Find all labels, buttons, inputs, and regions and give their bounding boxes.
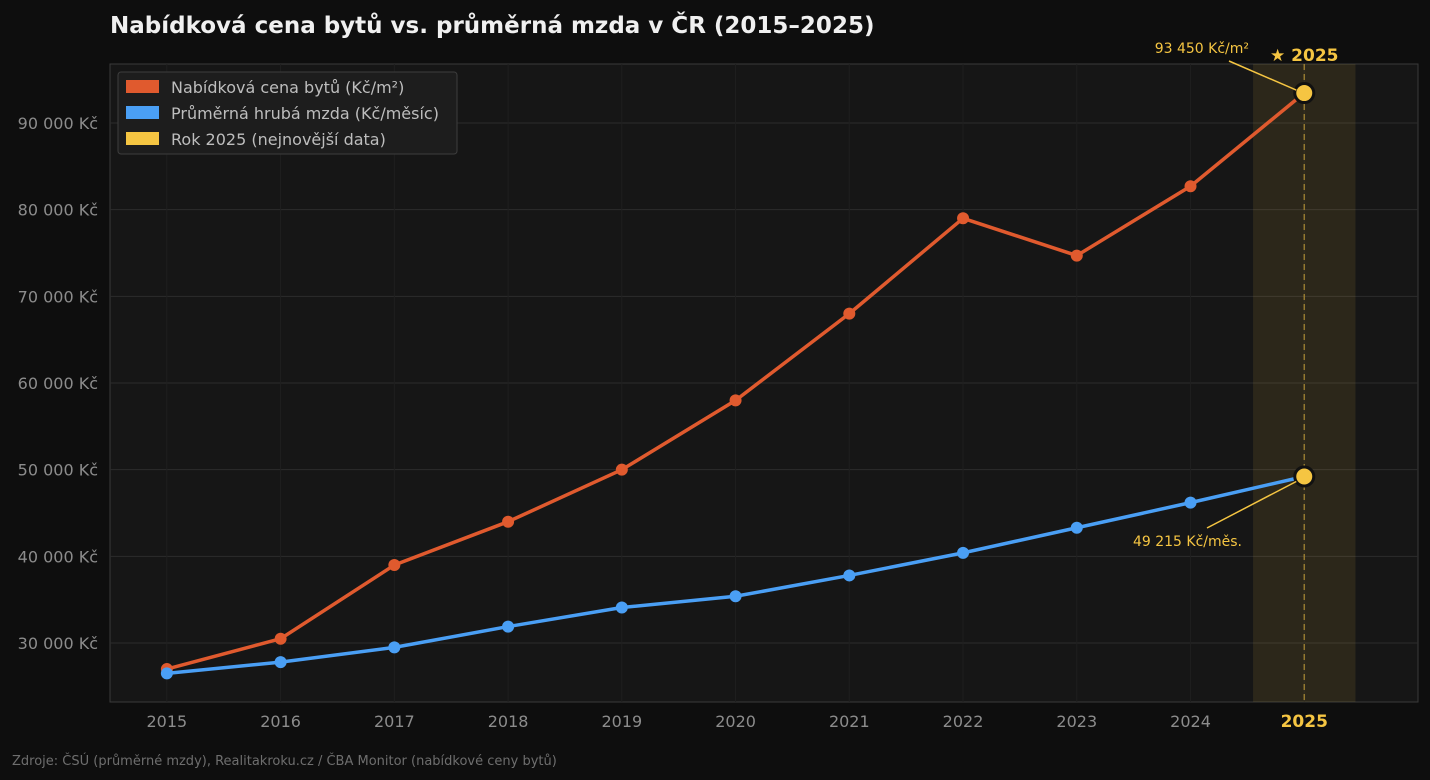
x-tick-label-2016: 2016 — [260, 712, 301, 731]
x-tick-label-2024: 2024 — [1170, 712, 1211, 731]
x-tick-label-2019: 2019 — [601, 712, 642, 731]
series-1-point-2019 — [615, 601, 628, 614]
legend-swatch-average-wage — [126, 106, 159, 119]
series-0-point-2022 — [957, 212, 970, 225]
legend-swatch-year-2025 — [126, 132, 159, 145]
series-1-point-2024 — [1184, 496, 1197, 509]
axis-labels: 30 000 Kč 40 000 Kč 50 000 Kč 60 000 Kč 70 0… — [18, 114, 1328, 732]
series-0-point-2018 — [502, 515, 515, 528]
series-0-point-2021 — [843, 307, 856, 320]
x-tick-label-2025: 2025 — [1281, 712, 1328, 732]
x-tick-label-2020: 2020 — [715, 712, 756, 731]
series-1-point-2015 — [160, 667, 173, 680]
chart-title: Nabídková cena bytů vs. průměrná mzda v … — [110, 11, 874, 39]
series-1-point-2022 — [957, 546, 970, 559]
y-tick-label-0: 30 000 Kč — [18, 634, 98, 653]
series-0-point-2017 — [388, 559, 401, 572]
source-note: Zdroje: ČSÚ (průměrné mzdy), Realitakrok… — [12, 753, 557, 769]
series-0-point-2016 — [274, 632, 287, 645]
legend-label-year-2025: Rok 2025 (nejnovější data) — [171, 130, 386, 149]
x-tick-label-2015: 2015 — [147, 712, 188, 731]
highlight-band-group: ★ 2025 — [1253, 46, 1356, 702]
legend-box — [117, 71, 458, 155]
series-1-point-2021 — [843, 569, 856, 582]
legend: Nabídková cena bytů (Kč/m²) Průměrná hru… — [117, 71, 458, 155]
x-tick-label-2017: 2017 — [374, 712, 415, 731]
annotation-wage-2025: 49 215 Kč/měs. — [1133, 534, 1242, 550]
series-1-highlight-point — [1293, 465, 1316, 488]
y-tick-label-5: 80 000 Kč — [18, 201, 98, 220]
annotations: 93 450 Kč/m² 49 215 Kč/měs. — [1133, 41, 1297, 550]
y-tick-label-3: 60 000 Kč — [18, 374, 98, 393]
y-tick-label-1: 40 000 Kč — [18, 547, 98, 566]
series-1-point-2016 — [274, 656, 287, 669]
annotation-arrow-wage — [1206, 480, 1297, 529]
y-tick-label-6: 90 000 Kč — [18, 114, 98, 133]
series-0-highlight-point — [1293, 82, 1316, 105]
series-0-point-2024 — [1184, 180, 1197, 193]
series-0-point-2023 — [1070, 249, 1083, 262]
annotation-arrow-price — [1228, 60, 1297, 91]
x-tick-label-2023: 2023 — [1056, 712, 1097, 731]
series-0-point-2019 — [615, 463, 628, 476]
series-group — [160, 82, 1316, 680]
y-tick-label-4: 70 000 Kč — [18, 287, 98, 306]
series-1-point-2018 — [502, 620, 515, 633]
x-tick-label-2018: 2018 — [488, 712, 529, 731]
highlight-label-2025: ★ 2025 — [1270, 46, 1338, 66]
series-1-point-2023 — [1070, 521, 1083, 534]
x-tick-label-2021: 2021 — [829, 712, 870, 731]
series-0-point-2020 — [729, 394, 742, 407]
y-tick-label-2: 50 000 Kč — [18, 461, 98, 480]
x-tick-label-2022: 2022 — [943, 712, 984, 731]
series-1-point-2020 — [729, 590, 742, 603]
legend-swatch-apartment-price — [126, 80, 159, 93]
legend-label-average-wage: Průměrná hrubá mzda (Kč/měsíc) — [171, 104, 439, 123]
legend-label-apartment-price: Nabídková cena bytů (Kč/m²) — [171, 78, 404, 97]
series-1-point-2017 — [388, 641, 401, 654]
annotation-price-2025: 93 450 Kč/m² — [1155, 41, 1249, 57]
